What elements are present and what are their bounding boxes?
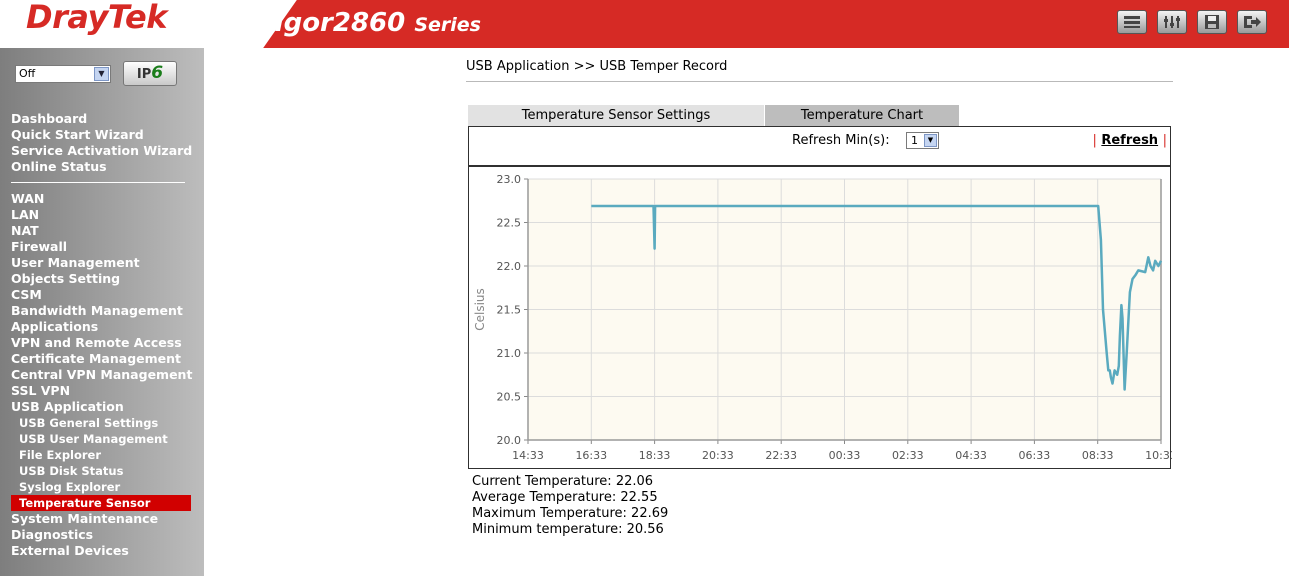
sidebar-item-objects-setting[interactable]: Objects Setting <box>11 271 121 286</box>
refresh-minutes-select[interactable]: 1 ▼ <box>906 132 939 149</box>
average-temperature: Average Temperature: 22.55 <box>472 490 658 505</box>
chart-y-tick-label: 23.0 <box>497 173 522 186</box>
model-name: Vigor2860 <box>255 8 406 38</box>
chart-x-tick-label: 18:33 <box>639 449 671 462</box>
model-series: Series <box>414 14 481 36</box>
sliders-icon[interactable] <box>1157 10 1187 34</box>
chart-x-tick-label: 08:33 <box>1082 449 1114 462</box>
tab-temperature-chart[interactable]: Temperature Chart <box>765 105 959 126</box>
refresh-bar: Refresh Min(s): 1 ▼ | Refresh | <box>468 126 1171 167</box>
sidebar-item-temperature-sensor[interactable]: Temperature Sensor <box>11 495 191 511</box>
chart-y-tick-label: 20.0 <box>497 434 522 447</box>
chart-x-tick-label: 02:33 <box>892 449 924 462</box>
sidebar-item-bandwidth-management[interactable]: Bandwidth Management <box>11 303 183 318</box>
sidebar-item-system-maintenance[interactable]: System Maintenance <box>11 511 159 526</box>
chart-y-axis-label: Celsius <box>473 288 487 331</box>
sidebar-item-external-devices[interactable]: External Devices <box>11 543 129 558</box>
chart-x-tick-label: 04:33 <box>955 449 987 462</box>
chart-y-tick-label: 22.0 <box>497 260 522 273</box>
header-toolbar <box>1117 10 1267 34</box>
sidebar-item-usb-general-settings[interactable]: USB General Settings <box>19 416 159 430</box>
sidebar-item-usb-disk-status[interactable]: USB Disk Status <box>19 464 124 478</box>
refresh-link[interactable]: Refresh <box>1101 133 1159 148</box>
refresh-minutes-value: 1 <box>911 134 918 147</box>
save-icon[interactable] <box>1197 10 1227 34</box>
minimum-temperature: Minimum temperature: 20.56 <box>472 522 664 537</box>
breadcrumb: USB Application >> USB Temper Record <box>466 59 728 74</box>
chart-x-tick-label: 14:33 <box>512 449 544 462</box>
refresh-link-wrap: | Refresh | <box>1092 133 1167 148</box>
breadcrumb-divider <box>466 81 1173 82</box>
sidebar-item-central-vpn-management[interactable]: Central VPN Management <box>11 367 193 382</box>
chart-y-tick-label: 21.5 <box>497 304 522 317</box>
sidebar-item-syslog-explorer[interactable]: Syslog Explorer <box>19 480 121 494</box>
chart-x-tick-label: 10:33 <box>1145 449 1172 462</box>
sidebar-item-ssl-vpn[interactable]: SSL VPN <box>11 383 71 398</box>
chevron-down-icon: ▼ <box>924 134 937 147</box>
mode-select[interactable]: Off ▼ <box>15 65 111 83</box>
sidebar-item-online-status[interactable]: Online Status <box>11 159 107 174</box>
chevron-down-icon: ▼ <box>94 67 109 81</box>
sidebar-item-usb-user-management[interactable]: USB User Management <box>19 432 168 446</box>
logout-icon[interactable] <box>1237 10 1267 34</box>
chart-series-line <box>591 204 1163 391</box>
chart-x-tick-label: 16:33 <box>575 449 607 462</box>
model-title: Vigor2860 Series <box>255 8 481 38</box>
temperature-stats: Current Temperature: 22.06 Average Tempe… <box>472 474 668 538</box>
sidebar-item-nat[interactable]: NAT <box>11 223 39 238</box>
temperature-chart: 20.0 20.5 21.0 21.5 22.0 22.5 23.0 14:33 16:33 18… <box>468 167 1172 469</box>
tab-temperature-sensor-settings[interactable]: Temperature Sensor Settings <box>468 105 764 126</box>
layout-icon[interactable] <box>1117 10 1147 34</box>
menu-divider <box>11 182 185 183</box>
chart-y-tick-label: 20.5 <box>497 391 522 404</box>
current-temperature: Current Temperature: 22.06 <box>472 474 654 489</box>
sidebar-item-vpn-and-remote-access[interactable]: VPN and Remote Access <box>11 335 182 350</box>
sidebar-item-usb-application[interactable]: USB Application <box>11 399 124 414</box>
logo-area <box>0 0 250 48</box>
brand-logo: DrayTek <box>26 0 168 36</box>
sidebar-item-applications[interactable]: Applications <box>11 319 99 334</box>
sidebar-menu: Dashboard Quick Start Wizard Service Act… <box>11 111 193 559</box>
sidebar-item-diagnostics[interactable]: Diagnostics <box>11 527 94 542</box>
mode-select-value: Off <box>19 67 36 80</box>
sidebar-item-firewall[interactable]: Firewall <box>11 239 68 254</box>
sidebar-item-service-activation-wizard[interactable]: Service Activation Wizard <box>11 143 193 158</box>
chart-svg: 20.0 20.5 21.0 21.5 22.0 22.5 23.0 14:33 16:33 18… <box>473 173 1172 462</box>
sidebar-item-user-management[interactable]: User Management <box>11 255 140 270</box>
chart-x-tick-label: 00:33 <box>829 449 861 462</box>
sidebar-item-lan[interactable]: LAN <box>11 207 40 222</box>
sidebar-item-dashboard[interactable]: Dashboard <box>11 111 88 126</box>
top-header: DrayTek Vigor2860 Series <box>0 0 1289 48</box>
chart-x-tick-label: 22:33 <box>765 449 797 462</box>
sidebar-item-file-explorer[interactable]: File Explorer <box>19 448 102 462</box>
chart-y-tick-label: 22.5 <box>497 217 522 230</box>
chart-x-tick-label: 06:33 <box>1019 449 1051 462</box>
sidebar: Off ▼ IP6 Dashboard Quick Start Wizard S… <box>0 48 204 576</box>
sidebar-item-certificate-management[interactable]: Certificate Management <box>11 351 182 366</box>
sidebar-item-csm[interactable]: CSM <box>11 287 42 302</box>
ipv6-button[interactable]: IP6 <box>123 61 177 86</box>
maximum-temperature: Maximum Temperature: 22.69 <box>472 506 669 521</box>
refresh-label: Refresh Min(s): <box>792 133 890 148</box>
chart-y-tick-label: 21.0 <box>497 347 522 360</box>
chart-x-tick-label: 20:33 <box>702 449 734 462</box>
sidebar-item-wan[interactable]: WAN <box>11 191 45 206</box>
sidebar-item-quick-start-wizard[interactable]: Quick Start Wizard <box>11 127 144 142</box>
